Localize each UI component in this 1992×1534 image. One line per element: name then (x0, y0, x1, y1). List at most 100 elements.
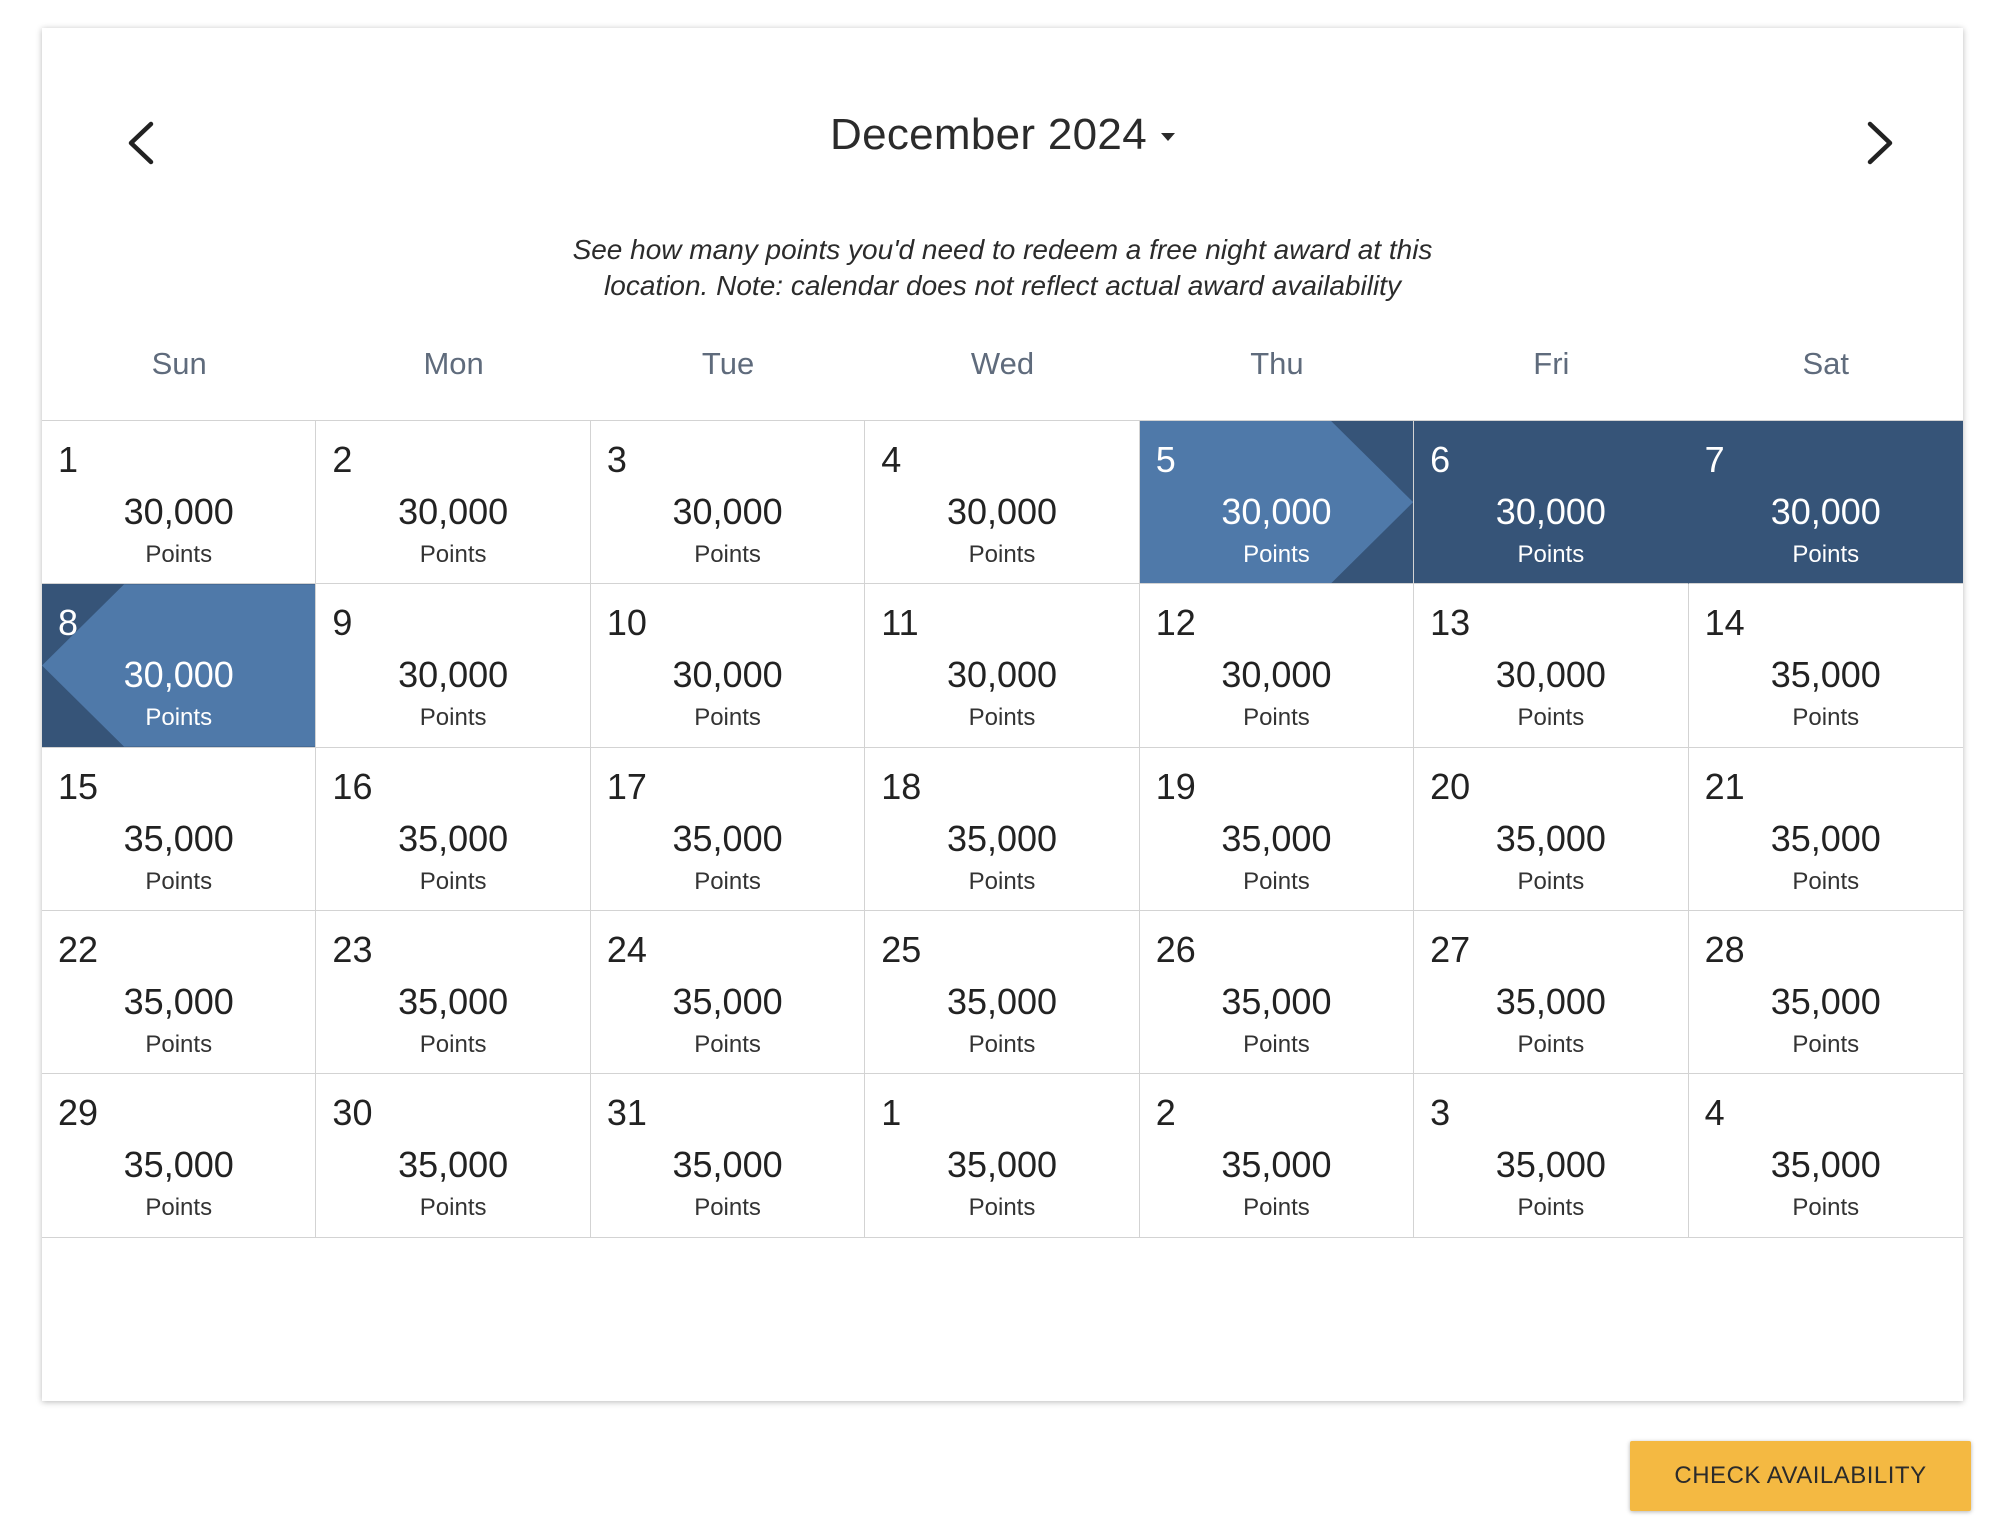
points-value: 35,000 (672, 980, 783, 1022)
day-cell[interactable]: 15 35,000 Points (42, 747, 317, 911)
day-number: 1 (881, 1092, 902, 1134)
day-cell[interactable]: 20 35,000 Points (1414, 747, 1689, 911)
day-number: 23 (332, 928, 373, 970)
day-cell[interactable]: 18 35,000 Points (865, 747, 1140, 911)
day-cell[interactable]: 14 35,000 Points (1688, 584, 1963, 748)
points-label: Points (1517, 1194, 1585, 1222)
points-value: 30,000 (1221, 654, 1332, 696)
month-header: December 2024 (42, 110, 1963, 160)
day-cell[interactable]: 24 35,000 Points (590, 910, 866, 1075)
day-number: 24 (606, 928, 647, 970)
points-value: 35,000 (123, 817, 234, 859)
month-title: December 2024 (830, 110, 1147, 159)
day-cell[interactable]: 31 35,000 Points (590, 1074, 866, 1238)
points-label: Points (419, 1030, 487, 1058)
points-label: Points (1792, 1030, 1860, 1058)
points-value: 35,000 (123, 980, 234, 1022)
day-number: 4 (1704, 1092, 1725, 1134)
points-value: 35,000 (672, 1144, 783, 1186)
day-cell[interactable]: 11 30,000 Points (865, 584, 1140, 748)
day-cell[interactable]: 4 30,000 Points (865, 421, 1140, 585)
points-value: 30,000 (1770, 491, 1881, 532)
day-cell[interactable]: 2 35,000 Points (1139, 1074, 1415, 1238)
day-number: 2 (332, 439, 353, 480)
day-cell[interactable]: 25 35,000 Points (865, 910, 1140, 1075)
day-number: 15 (58, 765, 99, 807)
day-number: 30 (332, 1092, 373, 1134)
month-dropdown[interactable]: December 2024 (830, 110, 1175, 160)
points-label: Points (1517, 867, 1585, 895)
points-value: 35,000 (672, 817, 783, 859)
day-cell[interactable]: 10 30,000 Points (590, 584, 866, 748)
day-cell[interactable]: 30 35,000 Points (316, 1074, 591, 1238)
day-cell[interactable]: 2 30,000 Points (316, 421, 591, 585)
day-cell[interactable]: 19 35,000 Points (1139, 747, 1415, 911)
points-value: 35,000 (1221, 1144, 1332, 1186)
day-cell[interactable]: 27 35,000 Points (1414, 910, 1689, 1075)
next-month-button[interactable] (1851, 108, 1911, 178)
points-value: 35,000 (1495, 817, 1606, 859)
day-number: 26 (1155, 928, 1196, 970)
points-value: 30,000 (398, 491, 509, 532)
chevron-left-icon (128, 121, 154, 165)
day-number: 19 (1155, 765, 1196, 807)
day-number: 1 (58, 439, 79, 480)
day-cell[interactable]: 5 30,000 Points (1139, 421, 1415, 585)
points-value: 30,000 (123, 654, 234, 696)
day-number: 29 (58, 1092, 99, 1134)
points-label: Points (968, 1194, 1036, 1222)
day-cell[interactable]: 21 35,000 Points (1688, 747, 1963, 911)
day-number: 28 (1704, 928, 1745, 970)
points-value: 35,000 (1495, 1144, 1606, 1186)
points-value: 35,000 (1495, 980, 1606, 1022)
day-cell[interactable]: 9 30,000 Points (316, 584, 591, 748)
day-cell[interactable]: 16 35,000 Points (316, 747, 591, 911)
day-number: 20 (1430, 765, 1471, 807)
points-label: Points (1792, 541, 1860, 568)
day-number: 8 (58, 602, 79, 644)
points-label: Points (419, 1194, 487, 1222)
points-label: Points (694, 704, 761, 732)
day-cell[interactable]: 29 35,000 Points (42, 1074, 317, 1238)
day-cell[interactable]: 17 35,000 Points (590, 747, 866, 911)
points-label: Points (145, 867, 213, 895)
calendar-grid: 1 30,000 Points 2 30,000 Points 3 30,000 Points 4… (42, 420, 1963, 1401)
day-cell[interactable]: 7 30,000 Points (1688, 421, 1963, 585)
day-cell[interactable]: 1 30,000 Points (42, 421, 317, 585)
day-cell[interactable]: 1 35,000 Points (865, 1074, 1140, 1238)
points-value: 30,000 (1495, 654, 1606, 696)
weekday-header: Sun Mon Tue Wed Thu Fri Sat (42, 336, 1963, 420)
day-number: 12 (1155, 602, 1196, 644)
day-number: 5 (1155, 439, 1176, 480)
day-cell[interactable]: 13 30,000 Points (1414, 584, 1689, 748)
points-label: Points (1243, 541, 1310, 568)
points-label: Points (145, 704, 213, 732)
day-cell[interactable]: 12 30,000 Points (1139, 584, 1415, 748)
day-number: 4 (881, 439, 902, 480)
points-value: 35,000 (946, 817, 1058, 859)
day-number: 3 (606, 439, 627, 480)
points-label: Points (968, 867, 1036, 895)
day-number: 11 (881, 602, 919, 644)
day-cell[interactable]: 6 30,000 Points (1414, 421, 1689, 585)
day-cell[interactable]: 28 35,000 Points (1688, 910, 1963, 1075)
day-cell[interactable]: 4 35,000 Points (1688, 1074, 1963, 1238)
points-note: See how many points you'd need to redeem… (42, 232, 1963, 304)
day-cell[interactable]: 3 30,000 Points (590, 421, 866, 585)
day-number: 31 (606, 1092, 647, 1134)
points-value: 30,000 (1495, 491, 1606, 532)
day-cell[interactable]: 3 35,000 Points (1414, 1074, 1689, 1238)
day-number: 3 (1430, 1092, 1451, 1134)
points-value: 35,000 (398, 817, 509, 859)
points-value: 35,000 (1770, 1144, 1881, 1186)
day-cell[interactable]: 8 30,000 Points (42, 584, 317, 748)
day-cell[interactable]: 23 35,000 Points (316, 910, 591, 1075)
check-availability-button[interactable]: CHECK AVAILABILITY (1630, 1441, 1971, 1511)
previous-month-button[interactable] (110, 108, 170, 178)
points-label: Points (968, 704, 1036, 732)
day-number: 18 (881, 765, 922, 807)
day-cell[interactable]: 26 35,000 Points (1139, 910, 1415, 1075)
points-value: 35,000 (123, 1144, 234, 1186)
weekday-tue: Tue (701, 346, 755, 381)
day-cell[interactable]: 22 35,000 Points (42, 910, 317, 1075)
